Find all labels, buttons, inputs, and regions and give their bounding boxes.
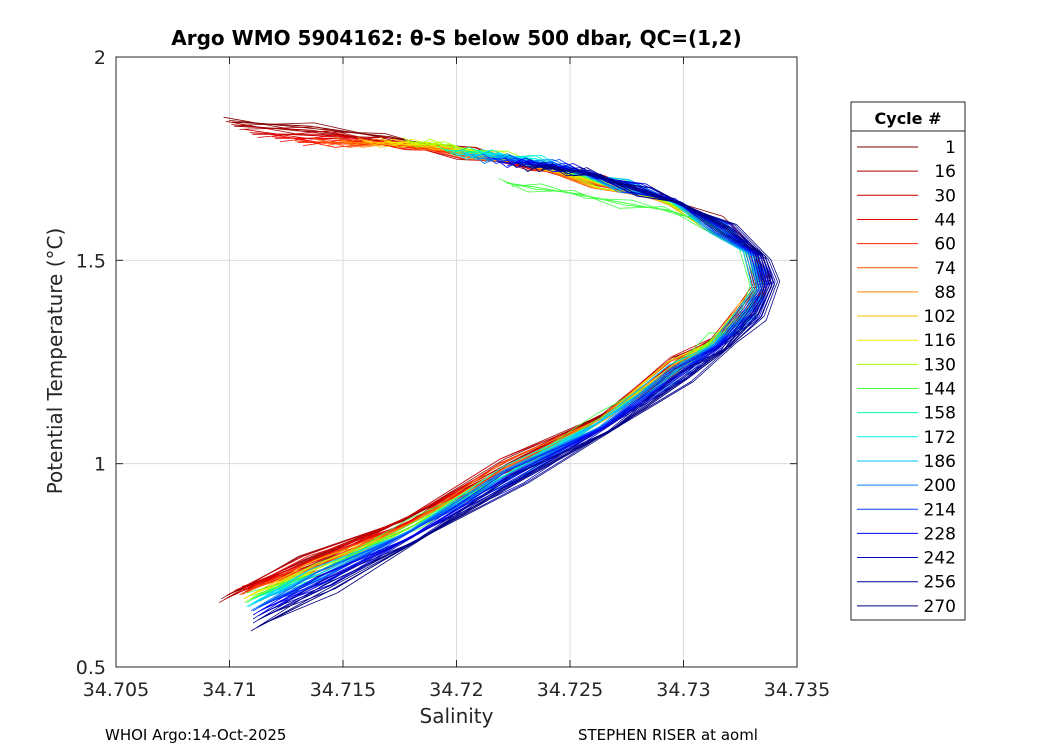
series-line-cycle-270-variant [256, 164, 772, 629]
series-line-cycle-242 [261, 162, 771, 615]
x-tick-label: 34.705 [83, 679, 149, 701]
series-line-cycle-214-variant [266, 155, 772, 604]
chart-title: Argo WMO 5904162: θ-S below 500 dbar, QC… [171, 26, 742, 50]
series-line-cycle-270 [258, 166, 775, 627]
series-layer [218, 116, 781, 632]
legend-entries: 1163044607488102116130144158172186200214… [857, 138, 956, 617]
legend-title: Cycle # [875, 109, 942, 128]
legend-label: 158 [924, 404, 956, 424]
legend-label: 1 [945, 138, 956, 158]
legend-label: 186 [924, 452, 956, 472]
y-tick-label: 1.5 [76, 250, 106, 272]
x-tick-label: 34.71 [202, 679, 256, 701]
footer-left: WHOI Argo:14-Oct-2025 [105, 726, 287, 744]
legend-label: 16 [934, 162, 956, 182]
y-tick-label: 2 [94, 47, 106, 69]
legend-label: 116 [924, 331, 956, 351]
legend-label: 30 [934, 186, 956, 206]
series-line-cycle-256-variant [266, 163, 778, 616]
legend-label: 256 [924, 573, 956, 593]
legend-label: 102 [924, 307, 956, 327]
legend-label: 130 [924, 355, 956, 375]
footer-right: STEPHEN RISER at aoml [578, 726, 758, 744]
y-tick-label: 0.5 [76, 657, 106, 679]
x-tick-label: 34.715 [310, 679, 376, 701]
x-tick-labels: 34.705 34.71 34.715 34.72 34.725 34.73 34.735 [83, 679, 830, 701]
legend-label: 88 [934, 283, 956, 303]
y-tick-labels: 0.5 1 1.5 2 [76, 47, 106, 679]
y-tick-label: 1 [94, 454, 106, 476]
series-line-cycle-242-variant [252, 157, 762, 620]
series-line-cycle-270-variant [264, 163, 781, 624]
series-line-cycle-242-variant [266, 159, 776, 612]
x-tick-label: 34.73 [656, 679, 710, 701]
series-line-cycle-228-variant [252, 157, 760, 616]
legend-label: 242 [924, 549, 956, 569]
plot-frame [115, 56, 798, 668]
legend-label: 60 [934, 235, 956, 255]
legend-label: 200 [924, 476, 956, 496]
y-axis-label: Potential Temperature (°C) [43, 227, 67, 495]
legend-label: 74 [934, 259, 956, 279]
legend-label: 44 [934, 210, 956, 230]
x-tick-label: 34.725 [537, 679, 603, 701]
legend-label: 214 [924, 500, 956, 520]
series-line-cycle-270-variant [250, 161, 767, 632]
series-line-cycle-256-variant [252, 161, 765, 624]
legend-label: 144 [924, 380, 956, 400]
legend: Cycle # 11630446074881021161301441581721… [850, 101, 966, 621]
x-tick-label: 34.735 [764, 679, 830, 701]
legend-label: 228 [924, 524, 956, 544]
x-tick-label: 34.72 [429, 679, 483, 701]
legend-label: 172 [924, 428, 956, 448]
x-axis-label: Salinity [419, 704, 494, 728]
legend-label: 270 [924, 597, 956, 617]
series-line-cycle-242-variant [258, 160, 768, 617]
